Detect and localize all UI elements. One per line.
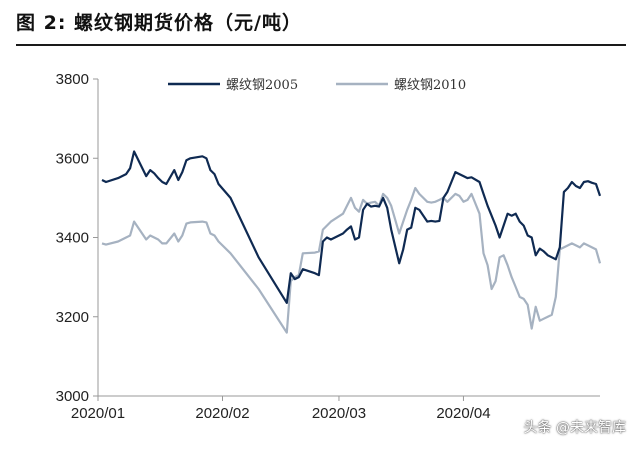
legend-label-2: 螺纹钢2010 (394, 78, 466, 93)
chart-axes: 3000 3200 3400 3600 3800 2020/01 2020/02 2020/0… (56, 71, 600, 422)
y-tick-label: 3600 (56, 150, 89, 167)
legend-label-1: 螺纹钢2005 (226, 78, 298, 93)
title-divider (16, 44, 626, 46)
y-tick-label: 3800 (56, 71, 89, 88)
x-tick-label: 2020/02 (195, 405, 249, 422)
y-tick-label: 3200 (56, 309, 89, 326)
series-layer (101, 150, 602, 334)
series-line-2 (101, 186, 602, 334)
x-tick-label: 2020/01 (71, 405, 125, 422)
y-tick-label: 3000 (56, 388, 89, 405)
x-tick-label: 2020/04 (436, 405, 490, 422)
y-tick-label: 3400 (56, 230, 89, 247)
figure-title: 图 2: 螺纹钢期货价格（元/吨） (16, 12, 302, 34)
x-tick-label: 2020/03 (312, 405, 366, 422)
chart-legend: 螺纹钢2005 螺纹钢2010 (168, 78, 466, 93)
series-line-1 (101, 150, 602, 304)
watermark-text: 头条 @未来智库 (523, 420, 626, 436)
